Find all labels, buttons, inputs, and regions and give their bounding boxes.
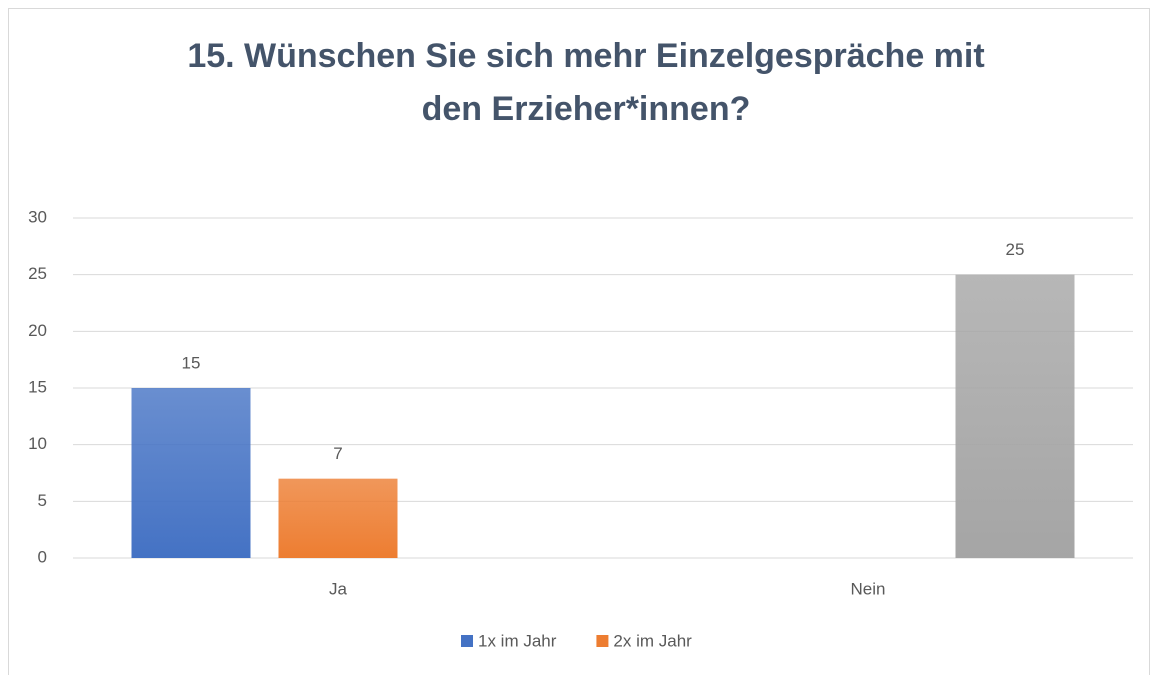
legend-label: 2x im Jahr xyxy=(613,631,692,650)
y-tick-label: 5 xyxy=(38,491,47,510)
x-tick-label: Nein xyxy=(851,579,886,598)
bar xyxy=(278,478,398,558)
x-tick-label: Ja xyxy=(329,579,348,598)
chart-title: den Erzieher*innen? xyxy=(422,90,751,128)
bar xyxy=(955,274,1075,558)
y-tick-label: 10 xyxy=(28,434,47,453)
chart-title: 15. Wünschen Sie sich mehr Einzelgespräc… xyxy=(187,37,984,75)
legend-swatch xyxy=(596,635,609,647)
y-tick-label: 25 xyxy=(28,264,47,283)
legend-label: 1x im Jahr xyxy=(478,631,557,650)
data-label: 15 xyxy=(182,353,201,372)
y-tick-label: 0 xyxy=(38,547,47,566)
legend-swatch xyxy=(461,635,473,647)
data-label: 7 xyxy=(333,444,342,463)
y-tick-label: 15 xyxy=(28,377,47,396)
data-label: 25 xyxy=(1006,240,1025,259)
y-tick-label: 20 xyxy=(28,321,47,340)
y-tick-label: 30 xyxy=(28,207,47,226)
bar xyxy=(131,388,251,558)
